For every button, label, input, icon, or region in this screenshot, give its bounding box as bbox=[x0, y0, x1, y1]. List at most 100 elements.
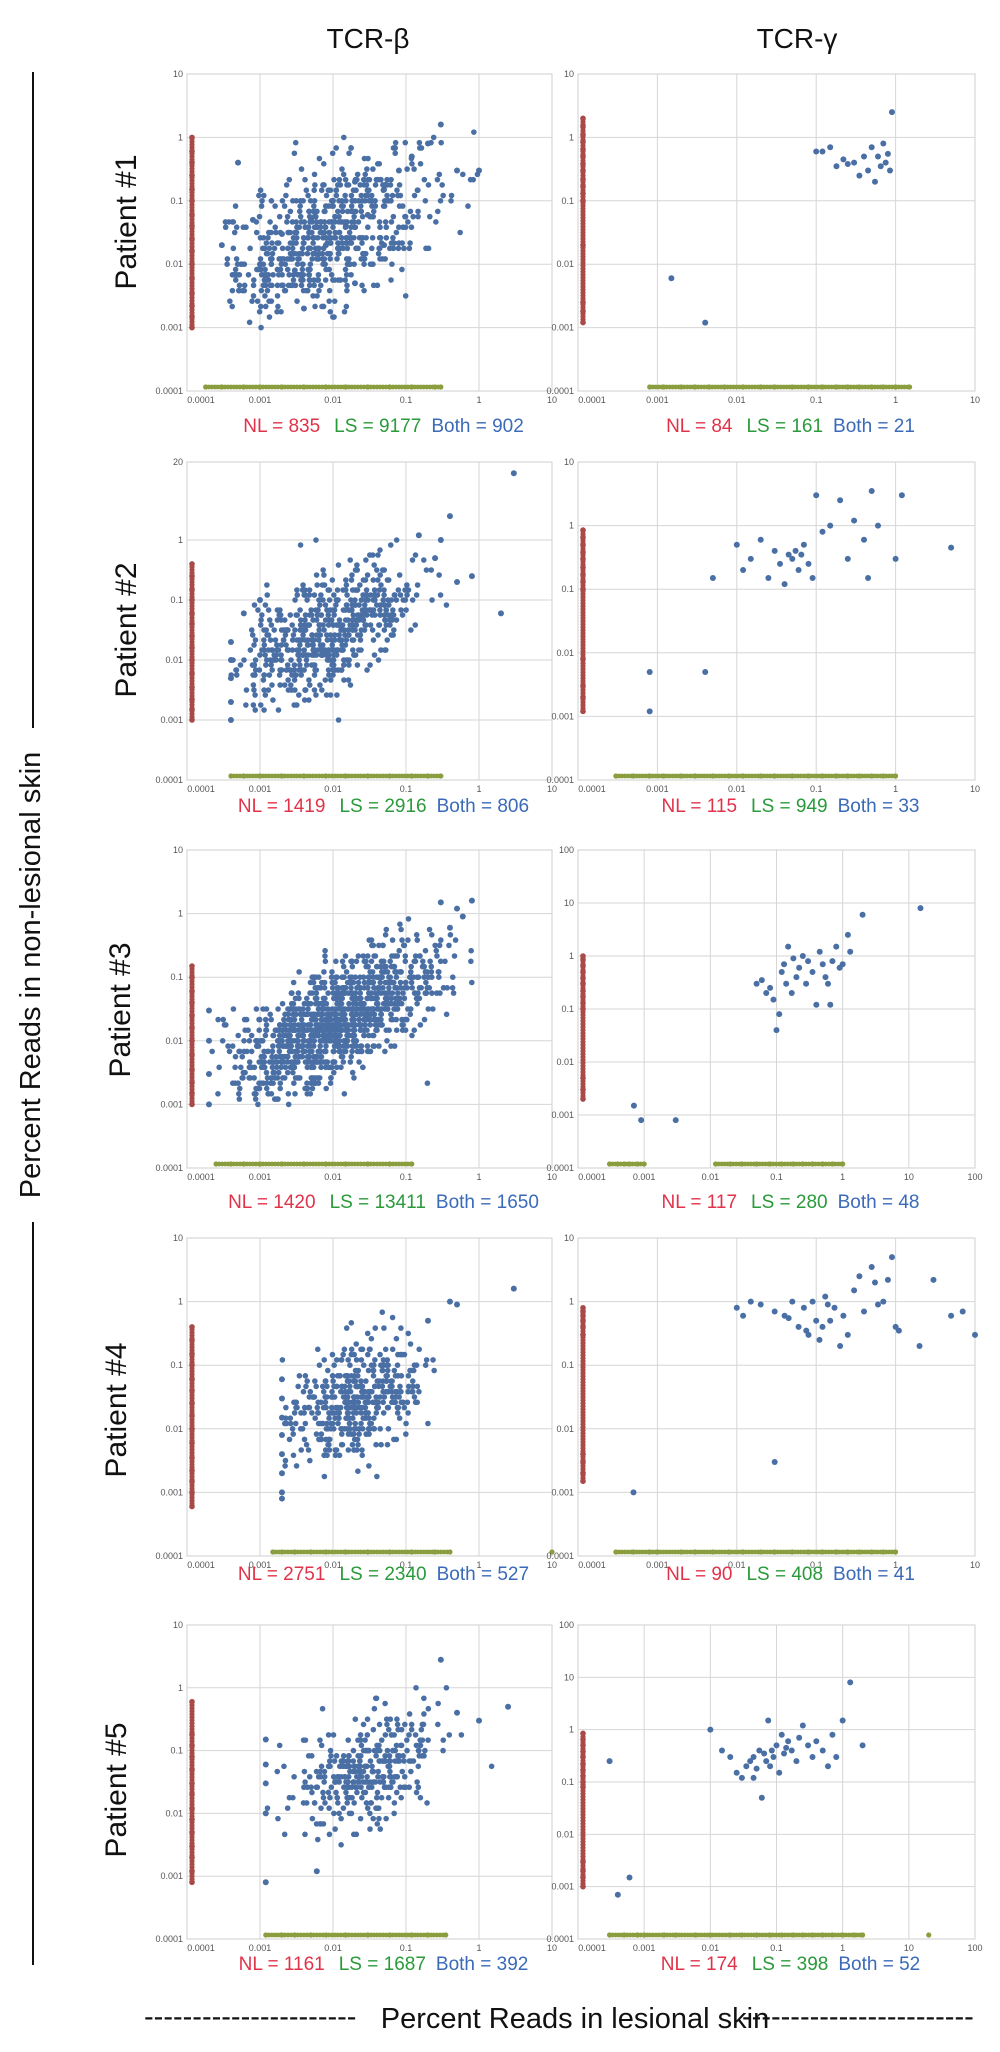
shared-clone-point bbox=[377, 1426, 383, 1432]
ls-only-point bbox=[690, 773, 696, 779]
shared-clone-point bbox=[297, 1075, 303, 1081]
clone-count-label: NL = 117 LS = 280 Both = 48 bbox=[662, 1192, 920, 1213]
shared-clone-point bbox=[370, 577, 377, 583]
shared-clone-point bbox=[372, 597, 378, 603]
shared-clone-point bbox=[856, 1273, 863, 1280]
shared-clone-point bbox=[454, 1301, 461, 1308]
nl-only-point bbox=[189, 999, 195, 1006]
shared-clone-point bbox=[377, 612, 384, 618]
shared-clone-point bbox=[363, 597, 369, 603]
shared-clone-point bbox=[408, 1758, 415, 1764]
clone-count-label: NL = 1161 LS = 1687 Both = 392 bbox=[239, 1954, 529, 1975]
x-tick-label: 10 bbox=[547, 395, 557, 405]
shared-clone-point bbox=[371, 562, 377, 568]
shared-clone-point bbox=[295, 1022, 302, 1028]
shared-clone-point bbox=[392, 1758, 398, 1764]
shared-clone-point bbox=[258, 1080, 265, 1086]
shared-clone-point bbox=[301, 627, 308, 633]
shared-clone-point bbox=[297, 642, 303, 648]
shared-clone-point bbox=[394, 1388, 401, 1395]
shared-clone-point bbox=[454, 1709, 461, 1716]
shared-clone-point bbox=[309, 1410, 315, 1416]
shared-clone-point bbox=[330, 990, 337, 996]
shared-clone-point bbox=[317, 1011, 324, 1018]
shared-clone-point bbox=[384, 1441, 391, 1448]
shared-clone-point bbox=[343, 1325, 350, 1331]
shared-clone-point bbox=[285, 627, 291, 633]
shared-clone-point bbox=[218, 242, 225, 249]
shared-clone-point bbox=[248, 627, 255, 633]
shared-clone-point bbox=[437, 899, 444, 906]
shared-clone-point bbox=[375, 1016, 382, 1023]
shared-clone-point bbox=[880, 1298, 887, 1305]
ls-only-point bbox=[905, 384, 910, 390]
ls-only-point bbox=[804, 773, 810, 779]
shared-clone-point bbox=[357, 637, 364, 643]
shared-clone-point bbox=[311, 974, 317, 980]
shared-clone-point bbox=[340, 963, 347, 970]
shared-clone-point bbox=[264, 287, 271, 294]
shared-clone-point bbox=[895, 1327, 902, 1334]
shared-clone-point bbox=[329, 1064, 335, 1071]
shared-clone-point bbox=[251, 602, 258, 608]
shared-clone-point bbox=[349, 963, 356, 970]
shared-clone-point bbox=[264, 1805, 271, 1811]
shared-clone-point bbox=[373, 1410, 380, 1416]
shared-clone-point bbox=[241, 282, 248, 289]
shared-clone-point bbox=[360, 250, 367, 257]
shared-clone-point bbox=[363, 1378, 369, 1384]
shared-clone-point bbox=[326, 287, 333, 294]
shared-clone-point bbox=[408, 1388, 415, 1395]
shared-clone-point bbox=[291, 1080, 297, 1086]
shared-clone-point bbox=[386, 1753, 393, 1759]
y-tick-label: 10 bbox=[173, 845, 183, 855]
nl-only-point bbox=[189, 621, 195, 627]
shared-clone-point bbox=[340, 1394, 347, 1400]
shared-clone-point bbox=[758, 977, 765, 984]
shared-clone-point bbox=[296, 667, 302, 673]
shared-clone-point bbox=[250, 702, 257, 708]
shared-clone-point bbox=[299, 1426, 306, 1432]
shared-clone-point bbox=[347, 1768, 353, 1775]
shared-clone-point bbox=[352, 1378, 359, 1384]
shared-clone-point bbox=[300, 582, 306, 588]
shared-clone-point bbox=[254, 1038, 261, 1044]
shared-clone-point bbox=[379, 1309, 386, 1315]
shared-clone-point bbox=[258, 617, 264, 623]
nl-only-point bbox=[189, 1731, 195, 1738]
shared-clone-point bbox=[362, 171, 369, 178]
shared-clone-point bbox=[229, 303, 236, 310]
shared-clone-point bbox=[273, 229, 279, 236]
ls-only-point bbox=[843, 384, 848, 390]
shared-clone-point bbox=[917, 905, 924, 912]
x-tick-label: 0.1 bbox=[770, 1943, 783, 1953]
shared-clone-point bbox=[338, 1064, 344, 1071]
shared-clone-point bbox=[361, 612, 367, 618]
shared-clone-point bbox=[277, 612, 284, 618]
shared-clone-point bbox=[358, 1420, 364, 1427]
shared-clone-point bbox=[340, 203, 347, 209]
shared-clone-point bbox=[369, 1768, 376, 1775]
shared-clone-point bbox=[294, 587, 300, 593]
shared-clone-point bbox=[302, 1000, 308, 1007]
shared-clone-point bbox=[428, 932, 435, 938]
shared-clone-point bbox=[235, 159, 242, 166]
x-tick-label: 0.1 bbox=[810, 784, 823, 794]
shared-clone-point bbox=[262, 1879, 269, 1886]
shared-clone-point bbox=[360, 1362, 367, 1368]
shared-clone-point bbox=[353, 1341, 360, 1347]
shared-clone-point bbox=[426, 213, 433, 220]
shared-clone-point bbox=[776, 1011, 783, 1018]
shared-clone-point bbox=[312, 224, 319, 231]
shared-clone-point bbox=[410, 1383, 416, 1390]
ls-only-point bbox=[240, 384, 246, 390]
shared-clone-point bbox=[241, 657, 247, 663]
shared-clone-point bbox=[460, 171, 466, 178]
shared-clone-point bbox=[250, 682, 257, 688]
shared-clone-point bbox=[847, 948, 854, 955]
shared-clone-point bbox=[237, 1048, 243, 1055]
shared-clone-point bbox=[399, 1768, 406, 1775]
shared-clone-point bbox=[402, 213, 408, 220]
shared-clone-point bbox=[307, 1091, 314, 1097]
shared-clone-point bbox=[287, 1415, 294, 1421]
